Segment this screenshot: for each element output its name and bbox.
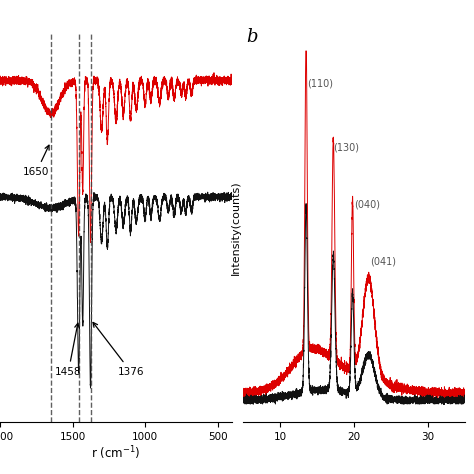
Text: 1376: 1376 xyxy=(93,322,144,377)
X-axis label: r (cm$^{-1}$): r (cm$^{-1}$) xyxy=(91,444,141,462)
Y-axis label: Intensity(counts): Intensity(counts) xyxy=(231,180,241,275)
Text: (040): (040) xyxy=(354,200,380,210)
Text: (110): (110) xyxy=(308,79,334,89)
Text: (130): (130) xyxy=(333,143,359,153)
Text: b: b xyxy=(246,28,258,46)
Text: 1458: 1458 xyxy=(55,323,82,377)
Text: 1650: 1650 xyxy=(23,145,50,177)
Text: (041): (041) xyxy=(370,257,396,267)
